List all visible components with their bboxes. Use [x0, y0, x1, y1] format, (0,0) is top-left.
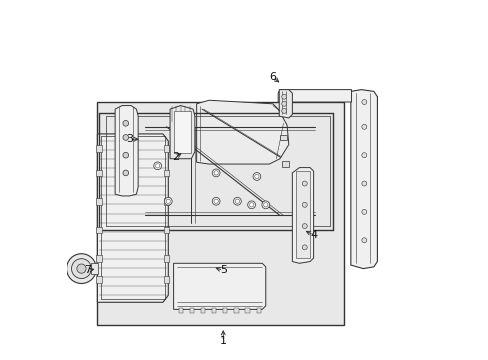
Polygon shape: [170, 105, 195, 159]
Bar: [212, 307, 216, 313]
Circle shape: [302, 181, 306, 186]
Bar: [234, 307, 238, 313]
Text: 5: 5: [219, 265, 226, 275]
Bar: [256, 307, 260, 313]
Bar: [223, 307, 227, 313]
Circle shape: [263, 203, 267, 207]
Circle shape: [71, 259, 91, 279]
Circle shape: [233, 197, 241, 205]
Circle shape: [122, 152, 128, 158]
Text: 2: 2: [171, 152, 179, 162]
Circle shape: [252, 172, 260, 180]
Circle shape: [281, 101, 286, 106]
Text: 4: 4: [309, 230, 317, 240]
Circle shape: [361, 124, 366, 129]
Circle shape: [361, 181, 366, 186]
Bar: [163, 145, 169, 152]
Circle shape: [214, 171, 218, 175]
Polygon shape: [350, 90, 377, 269]
Circle shape: [361, 100, 366, 104]
Circle shape: [77, 264, 86, 273]
Text: 3: 3: [125, 134, 133, 144]
Circle shape: [155, 164, 160, 168]
Circle shape: [166, 199, 170, 203]
Circle shape: [164, 197, 172, 205]
Circle shape: [302, 202, 306, 207]
Bar: [189, 307, 194, 313]
Circle shape: [247, 201, 255, 209]
Bar: [281, 161, 288, 167]
Bar: [295, 171, 309, 258]
Polygon shape: [279, 90, 292, 118]
Text: 1: 1: [219, 336, 226, 346]
Bar: [96, 170, 102, 176]
Bar: [96, 145, 102, 152]
Polygon shape: [292, 168, 313, 263]
Polygon shape: [173, 263, 265, 309]
Text: 6: 6: [269, 72, 276, 82]
Bar: [96, 276, 102, 283]
Bar: [178, 307, 183, 313]
Text: 7: 7: [84, 265, 91, 275]
Circle shape: [212, 169, 220, 177]
Circle shape: [235, 199, 239, 203]
Circle shape: [249, 203, 253, 207]
Bar: [163, 255, 169, 261]
Circle shape: [122, 170, 128, 176]
Circle shape: [361, 153, 366, 158]
Circle shape: [361, 210, 366, 215]
Circle shape: [66, 254, 96, 283]
Circle shape: [254, 174, 259, 179]
Circle shape: [212, 197, 220, 205]
Circle shape: [302, 245, 306, 250]
Circle shape: [153, 162, 161, 170]
Bar: [163, 170, 169, 176]
Polygon shape: [196, 100, 288, 164]
Polygon shape: [278, 90, 351, 102]
Polygon shape: [115, 105, 138, 196]
Bar: [163, 198, 169, 205]
Circle shape: [122, 121, 128, 126]
Circle shape: [361, 238, 366, 243]
Polygon shape: [97, 102, 343, 325]
Circle shape: [281, 108, 286, 113]
Bar: [163, 276, 169, 283]
Circle shape: [281, 94, 286, 99]
Circle shape: [262, 201, 269, 209]
Circle shape: [214, 199, 218, 203]
Bar: [96, 227, 102, 233]
Polygon shape: [173, 111, 191, 153]
Circle shape: [122, 135, 128, 140]
Bar: [201, 307, 204, 313]
Bar: [163, 227, 169, 233]
Bar: [279, 135, 286, 140]
Circle shape: [302, 224, 306, 229]
Bar: [96, 198, 102, 205]
Bar: [245, 307, 249, 313]
Polygon shape: [97, 134, 168, 302]
Bar: [91, 263, 98, 274]
Bar: [96, 255, 102, 261]
